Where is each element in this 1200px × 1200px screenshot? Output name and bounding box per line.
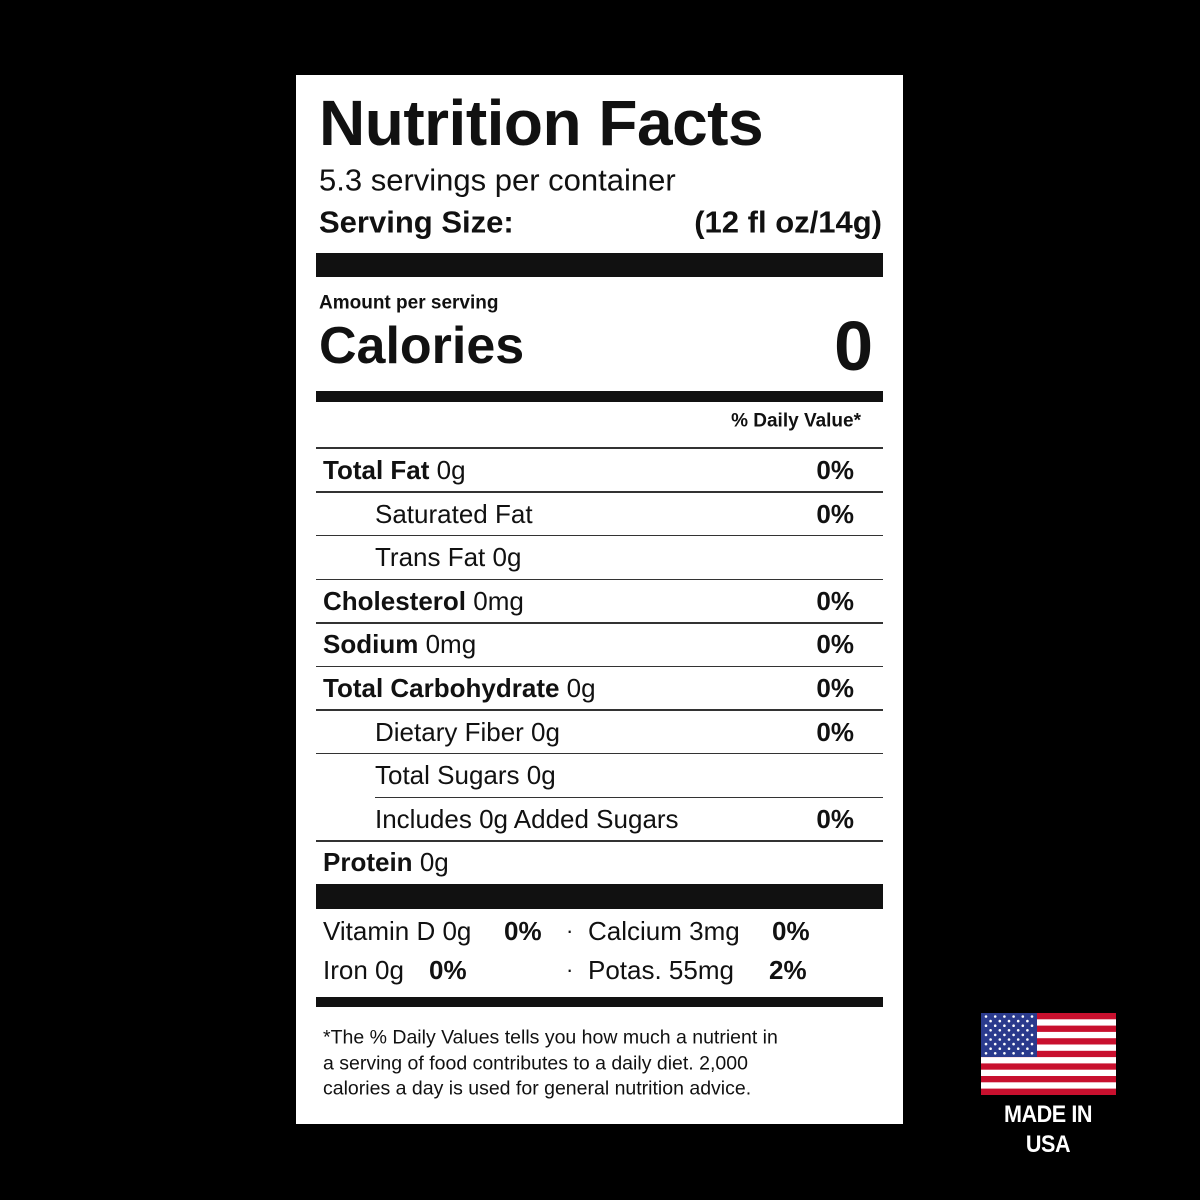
- thick-bar: [316, 253, 883, 277]
- daily-value: 0%: [816, 629, 854, 660]
- vitamin-dv: 2%: [769, 955, 807, 985]
- nutrient: Protein 0g: [323, 849, 449, 875]
- vitamin-dv: 0%: [429, 955, 467, 985]
- nutrient: Dietary Fiber 0g: [375, 716, 560, 747]
- separator: ·: [566, 957, 574, 982]
- daily-value: 0%: [816, 673, 854, 703]
- nutrient-name: Total Fat: [323, 455, 430, 485]
- vitamin: Vitamin D 0g: [323, 916, 472, 946]
- vitamin-dv: 0%: [504, 916, 542, 946]
- made-in-usa: MADE IN USA: [1003, 1101, 1093, 1158]
- footnote-line: calories a day is used for general nutri…: [323, 1077, 752, 1100]
- medium-bar: [316, 997, 883, 1007]
- nutrient: Sodium 0mg: [323, 631, 476, 657]
- nutrient-name: Protein: [323, 847, 413, 878]
- servings: 5.3 servings per container: [319, 162, 676, 198]
- rule: [316, 752, 883, 755]
- daily-value: 0%: [816, 455, 854, 485]
- vitamin: Potas. 55mg: [588, 955, 734, 985]
- nutrient-amount: 0g: [419, 847, 449, 878]
- nutrient: Total Sugars 0g: [375, 760, 556, 791]
- rule: [316, 840, 883, 842]
- nutrient-amount: 0g: [566, 673, 596, 703]
- rule: [316, 447, 883, 449]
- nutrition-label: Nutrition Facts 5.3 servings per contain…: [296, 75, 903, 1124]
- footnote-line: *The % Daily Values tells you how much a…: [323, 1026, 778, 1049]
- rule: [316, 665, 883, 668]
- nutrient: Trans Fat 0g: [375, 542, 522, 573]
- rule: [316, 622, 883, 624]
- nutrient: Total Carbohydrate 0g: [323, 675, 596, 701]
- nutrient-name: Total Carbohydrate: [323, 673, 560, 703]
- title: Nutrition Facts: [319, 87, 764, 159]
- nutrient: Total Fat 0g: [323, 457, 466, 483]
- nutrient-amount: 0g: [436, 455, 466, 485]
- calories-value: 0: [834, 307, 873, 385]
- thick-bar: [316, 884, 883, 909]
- daily-value: 0%: [816, 716, 854, 747]
- vitamin: Calcium 3mg: [588, 916, 740, 946]
- vitamin: Iron 0g: [323, 955, 404, 985]
- separator: ·: [566, 918, 574, 943]
- rule: [375, 796, 883, 798]
- rule: [316, 709, 883, 711]
- rule: [316, 578, 883, 580]
- amount-per-serving: Amount per serving: [319, 292, 499, 314]
- daily-value-header: % Daily Value*: [731, 410, 861, 432]
- nutrient-amount: 0mg: [425, 629, 477, 660]
- rule: [316, 534, 883, 537]
- nutrient: Saturated Fat: [375, 498, 533, 529]
- nutrient: Cholesterol 0mg: [323, 588, 524, 614]
- serving-size-value: (12 fl oz/14g): [694, 204, 882, 240]
- daily-value: 0%: [816, 803, 854, 834]
- rule: [316, 491, 883, 493]
- serving-size-label: Serving Size:: [319, 204, 514, 240]
- vitamin-dv: 0%: [772, 916, 810, 946]
- us-flag: [981, 1013, 1116, 1095]
- nutrient-name: Sodium: [323, 629, 419, 660]
- daily-value: 0%: [816, 498, 854, 529]
- footnote-line: a serving of food contributes to a daily…: [323, 1051, 748, 1074]
- nutrient-name: Cholesterol: [323, 585, 467, 616]
- nutrient-amount: 0mg: [473, 585, 524, 616]
- daily-value: 0%: [816, 585, 854, 616]
- calories-label: Calories: [319, 317, 525, 375]
- nutrient: Includes 0g Added Sugars: [375, 803, 679, 834]
- medium-bar: [316, 391, 883, 402]
